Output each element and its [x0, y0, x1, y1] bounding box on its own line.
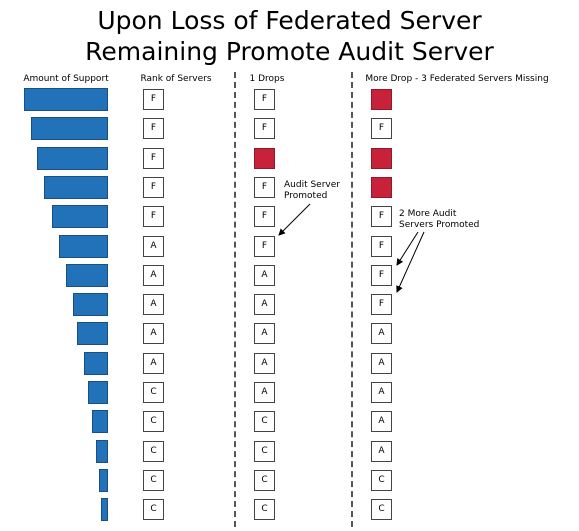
one-drop-server-box: F [254, 89, 275, 110]
more-drop-server-box: A [371, 323, 392, 344]
annotation-audit-promoted: Audit Server Promoted [284, 180, 340, 202]
support-bar [24, 88, 108, 111]
more-drop-server-box: C [371, 499, 392, 520]
one-drop-server-box: C [254, 499, 275, 520]
more-drop-server-box: A [371, 353, 392, 374]
rank-server-box: A [143, 236, 164, 257]
one-drop-server-box: A [254, 323, 275, 344]
support-bar [84, 352, 108, 375]
rank-server-box: F [143, 206, 164, 227]
more-drop-server-box: A [371, 441, 392, 462]
divider-right [351, 72, 353, 527]
support-bar [73, 293, 108, 316]
header-amount-of-support: Amount of Support [23, 74, 109, 84]
one-drop-server-box: F [254, 177, 275, 198]
rank-server-box: F [143, 177, 164, 198]
annotation-more-promoted: 2 More Audit Servers Promoted [399, 209, 479, 231]
annotation-audit-promoted-line1: Audit Server [284, 180, 340, 190]
one-drop-server-box: C [254, 411, 275, 432]
more-drop-server-box: F [371, 206, 392, 227]
support-bar [52, 205, 108, 228]
support-bar [66, 264, 108, 287]
header-one-drop: 1 Drops [249, 74, 285, 84]
rank-server-box: C [143, 441, 164, 462]
support-bar [31, 117, 108, 140]
support-bar [77, 322, 108, 345]
one-drop-server-box: C [254, 441, 275, 462]
rank-server-box: A [143, 353, 164, 374]
more-drop-server-box: F [371, 294, 392, 315]
support-bar [101, 498, 108, 521]
rank-server-box: A [143, 323, 164, 344]
more-drop-server-box: F [371, 265, 392, 286]
arrow-more-promoted-1 [396, 231, 419, 266]
one-drop-server-box: F [254, 206, 275, 227]
one-drop-server-box: C [254, 470, 275, 491]
rank-server-box: F [143, 89, 164, 110]
one-drop-server-box: F [254, 118, 275, 139]
divider-left [234, 72, 236, 527]
annotation-audit-promoted-line2: Promoted [284, 191, 328, 201]
one-drop-server-box: A [254, 265, 275, 286]
header-more-drop: More Drop - 3 Federated Servers Missing [365, 74, 549, 84]
one-drop-server-box: A [254, 294, 275, 315]
support-bar [99, 469, 108, 492]
annotation-more-promoted-line2: Servers Promoted [399, 220, 480, 230]
more-drop-removed-server [371, 177, 392, 198]
support-bar [92, 410, 108, 433]
rank-server-box: C [143, 470, 164, 491]
more-drop-server-box: C [371, 470, 392, 491]
one-drop-removed-server [254, 148, 275, 169]
arrow-audit-promoted [278, 203, 311, 236]
more-drop-server-box: A [371, 411, 392, 432]
support-bar [96, 440, 108, 463]
rank-server-box: C [143, 411, 164, 432]
rank-server-box: C [143, 382, 164, 403]
more-drop-server-box: F [371, 118, 392, 139]
rank-server-box: C [143, 499, 164, 520]
arrow-more-promoted-2 [396, 231, 425, 293]
more-drop-removed-server [371, 89, 392, 110]
rank-server-box: A [143, 265, 164, 286]
more-drop-server-box: A [371, 382, 392, 403]
support-bar [44, 176, 108, 199]
annotation-more-promoted-line1: 2 More Audit [399, 209, 457, 219]
support-bar [59, 235, 108, 258]
support-bar [37, 147, 108, 170]
one-drop-server-box: F [254, 236, 275, 257]
rank-server-box: F [143, 148, 164, 169]
one-drop-server-box: A [254, 353, 275, 374]
title-line-2: Remaining Promote Audit Server [85, 37, 494, 66]
support-bar [88, 381, 108, 404]
more-drop-removed-server [371, 148, 392, 169]
more-drop-server-box: F [371, 236, 392, 257]
header-rank-of-servers: Rank of Servers [140, 74, 212, 84]
rank-server-box: F [143, 118, 164, 139]
one-drop-server-box: A [254, 382, 275, 403]
rank-server-box: A [143, 294, 164, 315]
title-line-1: Upon Loss of Federated Server [97, 6, 482, 35]
